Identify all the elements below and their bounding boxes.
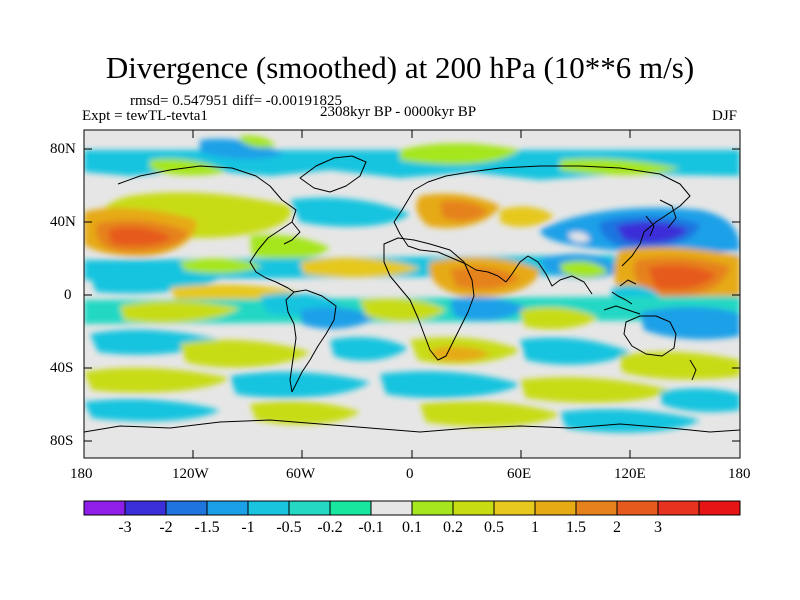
colorbar-label: -2 <box>159 519 173 536</box>
colorbar-swatch <box>370 500 413 516</box>
experiment-label: Expt = tewTL-tevta1 <box>82 108 208 124</box>
colorbar-swatch <box>247 500 290 516</box>
y-tick-40n: 40N <box>50 214 76 230</box>
period-label: 2308kyr BP - 0000kyr BP <box>320 104 477 120</box>
rmsd-stats: rmsd= 0.547951 diff= -0.00191825 <box>130 93 343 109</box>
colorbar-label: -1 <box>241 519 255 536</box>
colorbar-swatch <box>329 500 372 516</box>
colorbar-label: 3 <box>654 519 662 536</box>
colorbar-label: -3 <box>118 519 132 536</box>
x-tick-120e: 120E <box>614 466 646 482</box>
colorbar-label: 1.5 <box>566 519 586 536</box>
colorbar-swatch <box>534 500 577 516</box>
map-title: Divergence (smoothed) at 200 hPa (10**6 … <box>105 50 695 85</box>
colorbar-label: 0.2 <box>443 519 463 536</box>
y-tick-80s: 80S <box>50 433 74 449</box>
colorbar-label: -0.1 <box>358 519 384 536</box>
map-frame <box>83 129 741 459</box>
colorbar-swatch <box>206 500 249 516</box>
x-tick-60e: 60E <box>507 466 532 482</box>
x-tick-120w: 120W <box>172 466 209 482</box>
colorbar-swatch <box>288 500 331 516</box>
x-tick-0: 0 <box>406 466 414 482</box>
colorbar-label: -1.5 <box>194 519 220 536</box>
colorbar-label: -0.5 <box>276 519 302 536</box>
y-tick-80n: 80N <box>50 141 76 157</box>
colorbar <box>83 500 741 516</box>
season-label: DJF <box>712 108 738 124</box>
colorbar-label: -0.2 <box>317 519 343 536</box>
colorbar-swatch <box>575 500 618 516</box>
colorbar-label: 1 <box>531 519 539 536</box>
y-tick-40s: 40S <box>50 360 74 376</box>
colorbar-swatch <box>452 500 495 516</box>
colorbar-swatch <box>411 500 454 516</box>
colorbar-swatch <box>698 500 741 516</box>
coastlines <box>84 155 740 433</box>
colorbar-label: 0.1 <box>402 519 422 536</box>
colorbar-label: 0.5 <box>484 519 504 536</box>
y-tick-0: 0 <box>64 287 72 303</box>
colorbar-label: 2 <box>613 519 621 536</box>
x-tick-180w: 180 <box>70 466 93 482</box>
x-tick-60w: 60W <box>286 466 316 482</box>
colorbar-swatch <box>83 500 126 516</box>
colorbar-swatch <box>657 500 700 516</box>
divergence-field <box>84 130 740 458</box>
colorbar-swatch <box>493 500 536 516</box>
colorbar-swatch <box>165 500 208 516</box>
x-tick-180e: 180 <box>728 466 751 482</box>
colorbar-swatch <box>616 500 659 516</box>
colorbar-swatch <box>124 500 167 516</box>
